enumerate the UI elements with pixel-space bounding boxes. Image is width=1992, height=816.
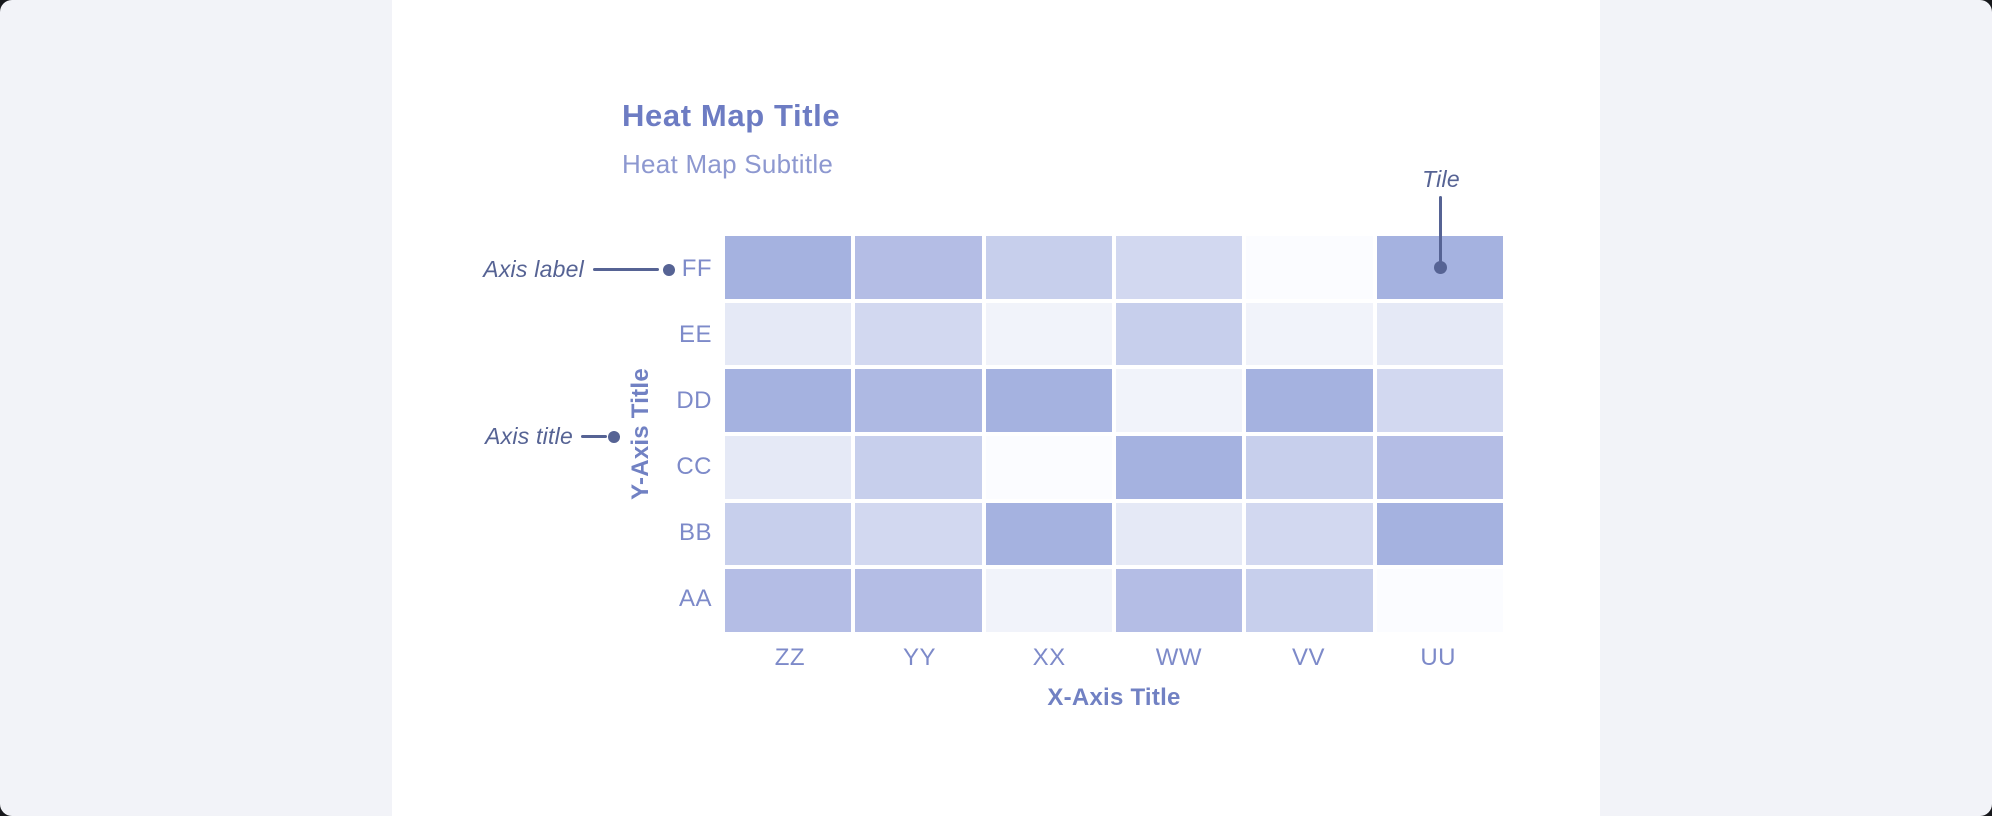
heatmap-tile[interactable]	[1376, 302, 1503, 366]
y-axis-label: DD	[676, 387, 712, 414]
heatmap-tile[interactable]	[855, 236, 982, 299]
heatmap-tile[interactable]	[855, 502, 982, 566]
annotation-axis-title-line	[581, 435, 607, 438]
x-axis-label: WW	[1155, 644, 1202, 671]
heatmap-tile[interactable]	[985, 236, 1112, 299]
x-axis-title: X-Axis Title	[1047, 684, 1181, 711]
heatmap-tile[interactable]	[1116, 569, 1243, 632]
heatmap-tile[interactable]	[1246, 502, 1373, 566]
heatmap-tile[interactable]	[1246, 569, 1373, 632]
heatmap-tile[interactable]	[985, 302, 1112, 366]
heatmap-tile[interactable]	[855, 436, 982, 499]
heatmap-tile[interactable]	[725, 236, 852, 299]
heatmap-tile[interactable]	[725, 569, 852, 632]
chart-title: Heat Map Title	[622, 98, 841, 133]
y-axis-label: EE	[679, 321, 712, 348]
heatmap-card: Heat Map Title Heat Map Subtitle Y-Axis …	[392, 0, 1600, 816]
heatmap-tile[interactable]	[725, 436, 852, 499]
heatmap-tile[interactable]	[1116, 502, 1243, 566]
heatmap-tile[interactable]	[985, 436, 1112, 499]
heatmap-tile[interactable]	[725, 502, 852, 566]
heatmap-tile[interactable]	[1376, 502, 1503, 566]
y-axis-labels: FF EE DD CC BB AA	[640, 236, 712, 632]
y-axis-label: AA	[679, 585, 712, 612]
annotation-axis-title-dot-icon	[608, 431, 620, 443]
annotation-tile: Tile	[1422, 166, 1460, 192]
x-axis-label: VV	[1292, 644, 1325, 671]
annotation-axis-label: Axis label	[483, 256, 584, 282]
heatmap-tile[interactable]	[725, 369, 852, 432]
heatmap-tile[interactable]	[1376, 369, 1503, 432]
annotation-axis-label-dot-icon	[663, 264, 675, 276]
heatmap-tile[interactable]	[1116, 236, 1243, 299]
heatmap-tile[interactable]	[1376, 569, 1503, 632]
chart-subtitle: Heat Map Subtitle	[622, 149, 834, 179]
heatmap-tile[interactable]	[855, 569, 982, 632]
heatmap-tile[interactable]	[1246, 369, 1373, 432]
heatmap-tile[interactable]	[855, 302, 982, 366]
heatmap-tile[interactable]	[985, 569, 1112, 632]
annotation-axis-label-line	[593, 268, 659, 271]
heatmap-grid	[725, 236, 1503, 632]
x-axis-labels: ZZ YY XX WW VV UU	[725, 642, 1503, 674]
annotation-tile-line	[1439, 196, 1442, 262]
heatmap-tile[interactable]	[1246, 302, 1373, 366]
heatmap-tile[interactable]	[1116, 436, 1243, 499]
x-axis-label: ZZ	[774, 644, 805, 671]
heatmap-tile[interactable]	[1116, 369, 1243, 432]
y-axis-label: FF	[681, 255, 712, 282]
heatmap-tile[interactable]	[1246, 236, 1373, 299]
heatmap-tile[interactable]	[1116, 302, 1243, 366]
y-axis-label: CC	[676, 453, 712, 480]
x-axis-label: XX	[1032, 644, 1066, 671]
heatmap-tile[interactable]	[985, 369, 1112, 432]
heatmap-tile[interactable]	[1376, 436, 1503, 499]
x-axis-label: UU	[1420, 644, 1456, 671]
heatmap-tile[interactable]	[855, 369, 982, 432]
heatmap-tile[interactable]	[725, 302, 852, 366]
heatmap-tile[interactable]	[985, 502, 1112, 566]
heatmap-tile[interactable]	[1246, 436, 1373, 499]
y-axis-label: BB	[679, 519, 712, 546]
annotation-tile-dot-icon	[1434, 261, 1447, 274]
annotation-axis-title: Axis title	[485, 423, 573, 449]
x-axis-label: YY	[903, 644, 936, 671]
